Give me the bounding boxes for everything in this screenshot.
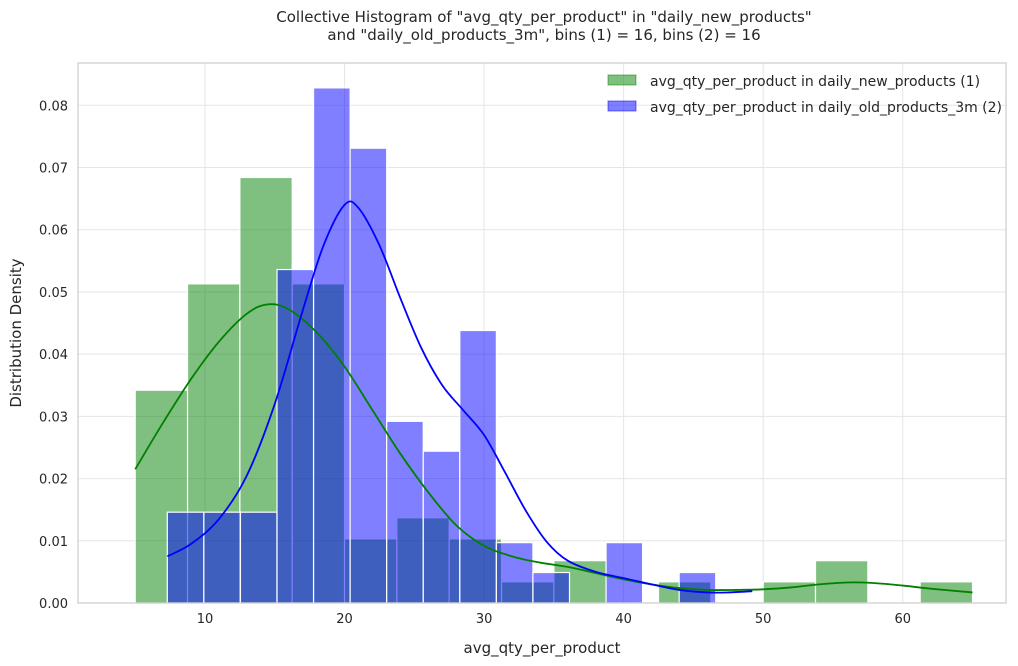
y-tick-label-1: 0.01: [39, 535, 68, 550]
x-tick-label-5: 60: [894, 612, 911, 627]
bar-series-2-bin-7: [386, 420, 424, 604]
legend-label-new-products: avg_qty_per_product in daily_new_product…: [650, 74, 980, 90]
histogram-bars: [134, 87, 974, 604]
x-tick-label-3: 40: [615, 612, 632, 627]
bar-series-2-bin-1: [166, 511, 205, 604]
y-tick-label-5: 0.05: [39, 286, 68, 301]
bar-series-2-bin-11: [532, 571, 571, 604]
bar-series-2-bin-10: [495, 542, 534, 604]
x-axis-label: avg_qty_per_product: [464, 639, 621, 658]
bar-series-2-bin-8: [422, 450, 461, 604]
bar-series-2-bin-5: [312, 87, 351, 604]
bar-series-2-bin-6: [349, 147, 388, 604]
kde-curve-series-2: [166, 200, 753, 594]
bar-series-2-bin-13: [605, 542, 644, 604]
y-tick-label-3: 0.03: [39, 410, 68, 425]
chart-title-line-2: and "daily_old_products_3m", bins (1) = …: [327, 26, 760, 45]
kde-curves: [134, 200, 973, 594]
bar-series-2-bin-4: [276, 268, 315, 604]
y-tick-labels: 0.00 0.01 0.02 0.03 0.04 0.05 0.06 0.07 0.08: [39, 99, 68, 612]
x-tick-label-4: 50: [755, 612, 772, 627]
y-tick-label-2: 0.02: [39, 473, 68, 488]
legend-swatch-new-products: [607, 74, 637, 86]
plot-frame: [77, 62, 1007, 604]
x-tick-label-0: 10: [197, 612, 214, 627]
x-tick-labels: 10 20 30 40 50 60: [197, 612, 911, 627]
y-tick-label-8: 0.08: [39, 99, 68, 114]
y-tick-label-7: 0.07: [39, 162, 68, 177]
bar-series-2-bin-3: [239, 511, 278, 604]
x-tick-label-2: 30: [476, 612, 493, 627]
y-tick-label-4: 0.04: [39, 348, 68, 363]
legend-label-old-products: avg_qty_per_product in daily_old_product…: [650, 100, 1002, 116]
chart-title-line-1: Collective Histogram of "avg_qty_per_pro…: [276, 8, 811, 27]
y-axis-label: Distribution Density: [7, 258, 25, 407]
bar-series-2-bin-2: [203, 511, 242, 604]
legend-swatch-old-products: [607, 100, 637, 112]
chart-legend: avg_qty_per_product in daily_new_product…: [607, 74, 1002, 116]
kde-curve-series-1: [134, 303, 973, 594]
bar-series-2-bin-9: [459, 329, 497, 604]
y-tick-label-6: 0.06: [39, 224, 68, 239]
y-tick-label-0: 0.00: [39, 597, 68, 612]
x-tick-label-1: 20: [336, 612, 353, 627]
